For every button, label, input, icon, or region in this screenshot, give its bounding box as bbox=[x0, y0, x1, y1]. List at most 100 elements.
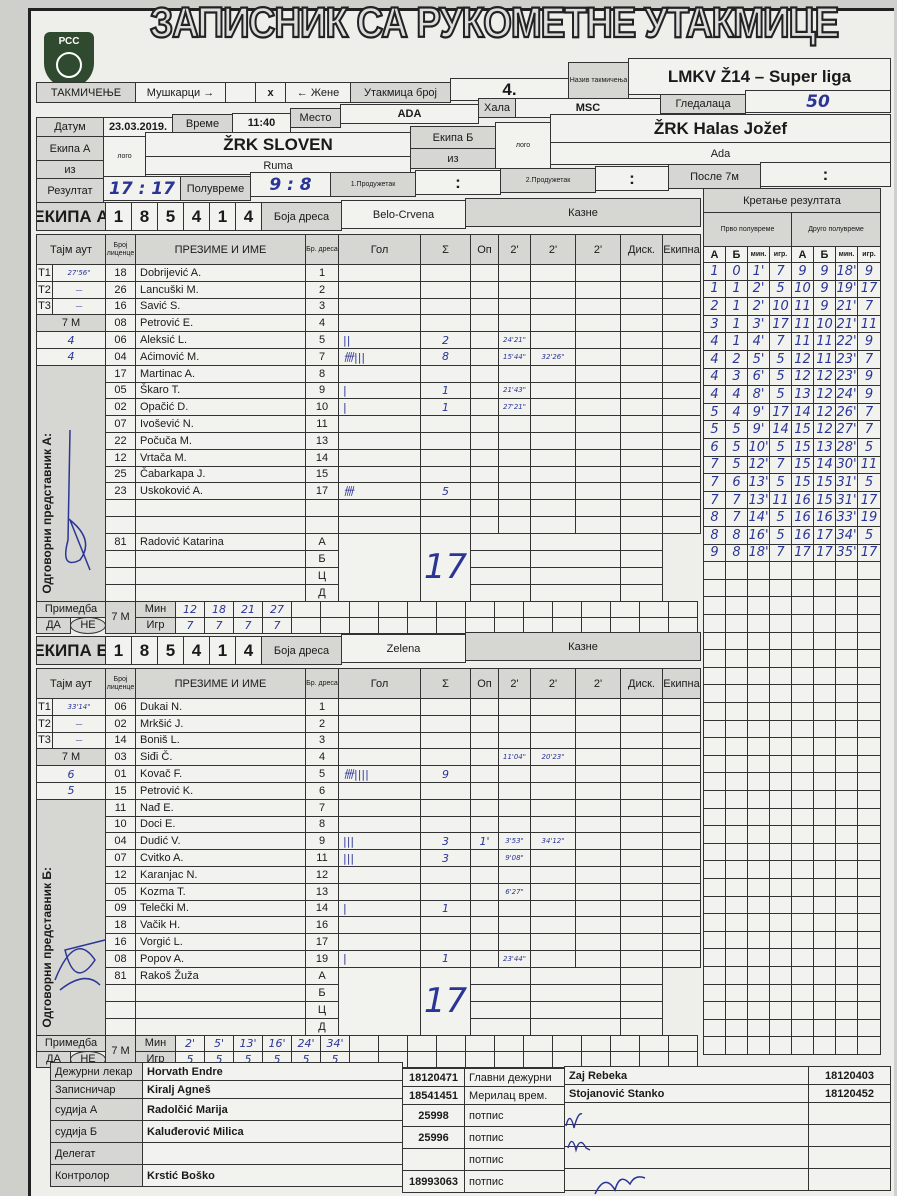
suspension-2 bbox=[530, 782, 576, 800]
seven-m-minute bbox=[407, 1034, 437, 1052]
progression-cell: 3' bbox=[747, 314, 770, 334]
progression-cell: 16 bbox=[791, 508, 814, 527]
progression-cell bbox=[769, 772, 792, 791]
license-number: 14 bbox=[105, 731, 136, 750]
seven-m-minute bbox=[494, 600, 524, 618]
progression-cell bbox=[791, 666, 814, 686]
progression-col-header: Б bbox=[725, 246, 748, 263]
seven-m-player bbox=[378, 616, 408, 634]
progression-cell: 9 bbox=[703, 543, 726, 563]
team-code-digit: 8 bbox=[131, 636, 158, 665]
license-number: 12 bbox=[105, 448, 136, 467]
seven-m-minute: 21 bbox=[233, 600, 263, 618]
suspension-3 bbox=[575, 899, 621, 918]
progression-cell: 1 bbox=[725, 297, 748, 316]
jersey-number: 8 bbox=[305, 815, 339, 834]
seven-m-minute bbox=[436, 600, 466, 618]
progression-cell bbox=[703, 1001, 726, 1020]
progression-cell bbox=[791, 842, 814, 862]
official-license: 81 bbox=[105, 532, 136, 551]
progression-cell bbox=[703, 1018, 726, 1038]
warning bbox=[470, 849, 499, 867]
progression-cell: 12' bbox=[747, 455, 770, 475]
progression-cell bbox=[791, 913, 814, 932]
disqualification bbox=[620, 815, 663, 834]
disqualification bbox=[620, 782, 663, 800]
team-penalty bbox=[662, 314, 701, 333]
staff-name bbox=[142, 1142, 403, 1165]
team-code-digit: 1 bbox=[209, 202, 236, 231]
progression-cell: 13' bbox=[747, 490, 770, 510]
progression-cell bbox=[725, 878, 748, 897]
progression-cell bbox=[703, 614, 726, 633]
progression-cell bbox=[747, 596, 770, 615]
progression-cell bbox=[769, 719, 792, 739]
progression-cell bbox=[813, 1001, 836, 1020]
team-penalty bbox=[662, 415, 701, 433]
progression-cell bbox=[747, 719, 770, 739]
progression-cell: 10' bbox=[747, 438, 770, 457]
license-number: 06 bbox=[105, 698, 136, 716]
goal-tally bbox=[338, 415, 421, 433]
warning bbox=[470, 516, 499, 534]
license-number: 23 bbox=[105, 482, 136, 501]
progression-cell: 30' bbox=[835, 455, 858, 475]
penalties-header: Казне bbox=[465, 632, 701, 661]
team-code-digit: 1 bbox=[105, 636, 132, 665]
player-name: Vorgić L. bbox=[135, 933, 306, 951]
official-name bbox=[135, 983, 306, 1002]
progression-cell: 24' bbox=[835, 385, 858, 404]
official-name: Rakoš Žuža bbox=[135, 966, 306, 985]
disqualification bbox=[620, 482, 663, 501]
team-a-name: ŽRK SLOVEN bbox=[145, 132, 411, 157]
progression-cell: 9 bbox=[857, 385, 881, 404]
timeout-label: T2 bbox=[36, 280, 53, 299]
team-penalty bbox=[662, 465, 701, 484]
suspension-2 bbox=[530, 364, 576, 383]
progression-cell: 7 bbox=[769, 543, 792, 563]
after7m: : bbox=[760, 162, 891, 187]
official-name bbox=[135, 549, 306, 568]
progression-cell bbox=[725, 578, 748, 598]
column-header-jersey: Бр. дреса bbox=[305, 668, 339, 699]
team-b-label: Екипа Б bbox=[410, 126, 496, 149]
suspension-2 bbox=[530, 849, 576, 867]
column-header-sum: Σ bbox=[420, 668, 471, 699]
progression-cell bbox=[857, 790, 881, 809]
progression-cell bbox=[725, 614, 748, 633]
progression-cell: 21' bbox=[835, 297, 858, 316]
column-header-jersey: Бр. дреса bbox=[305, 234, 339, 265]
team-penalty bbox=[662, 765, 701, 783]
suspension-1 bbox=[498, 782, 531, 800]
progression-cell: 14 bbox=[813, 455, 836, 475]
progression-cell: 34' bbox=[835, 526, 858, 545]
progression-cell bbox=[725, 913, 748, 932]
warning bbox=[470, 280, 499, 299]
seven-m-minute bbox=[610, 600, 640, 618]
representative-b-signature bbox=[54, 939, 106, 991]
timeout-time: — bbox=[52, 297, 106, 316]
warning bbox=[470, 465, 499, 484]
remark-no[interactable]: НЕ bbox=[70, 616, 106, 634]
jersey-number: 11 bbox=[305, 415, 339, 433]
player-name bbox=[135, 516, 306, 534]
suspension-2 bbox=[530, 516, 576, 534]
team-penalty bbox=[662, 348, 701, 366]
progression-cell bbox=[791, 825, 814, 844]
progression-cell bbox=[703, 790, 726, 809]
competition-label: ТАКМИЧЕЊЕ bbox=[36, 82, 136, 103]
suspension-2: 32'26" bbox=[530, 348, 576, 366]
goal-sum bbox=[420, 815, 471, 834]
column-header-team: Екипна bbox=[662, 234, 701, 265]
official-disq bbox=[620, 1000, 663, 1019]
progression-col-header: Б bbox=[813, 246, 836, 263]
progression-cell: 17 bbox=[813, 543, 836, 563]
player-name: Dobrijević A. bbox=[135, 264, 306, 282]
team-penalty bbox=[662, 815, 701, 834]
team-penalty bbox=[662, 432, 701, 450]
goal-tally: | bbox=[338, 381, 421, 400]
warning bbox=[470, 297, 499, 316]
seven-m-player bbox=[436, 1050, 466, 1068]
competition-name-label: Назив такмичења bbox=[568, 62, 629, 99]
progression-cell bbox=[835, 719, 858, 739]
